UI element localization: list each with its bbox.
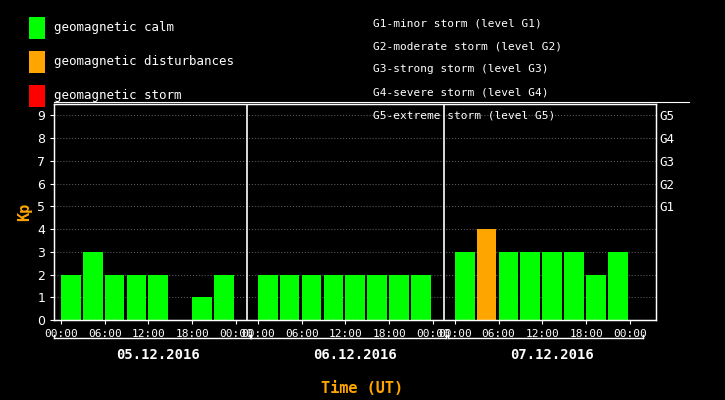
Bar — [389, 274, 409, 320]
Bar — [477, 229, 497, 320]
Text: 05.12.2016: 05.12.2016 — [117, 348, 200, 362]
Bar — [455, 252, 474, 320]
Text: G5-extreme storm (level G5): G5-extreme storm (level G5) — [373, 111, 555, 121]
Bar — [258, 274, 278, 320]
Text: G3-strong storm (level G3): G3-strong storm (level G3) — [373, 64, 549, 74]
Bar — [345, 274, 365, 320]
Bar — [608, 252, 628, 320]
Bar — [61, 274, 80, 320]
Bar — [127, 274, 146, 320]
Bar — [499, 252, 518, 320]
Bar — [302, 274, 321, 320]
Text: 06.12.2016: 06.12.2016 — [313, 348, 397, 362]
Bar — [323, 274, 343, 320]
Bar — [368, 274, 387, 320]
Bar — [564, 252, 584, 320]
Text: geomagnetic calm: geomagnetic calm — [54, 22, 174, 34]
Bar — [411, 274, 431, 320]
Text: geomagnetic storm: geomagnetic storm — [54, 90, 181, 102]
Bar — [542, 252, 562, 320]
Bar — [192, 297, 212, 320]
Bar — [586, 274, 606, 320]
Bar — [280, 274, 299, 320]
Y-axis label: Kp: Kp — [17, 203, 32, 221]
Text: G4-severe storm (level G4): G4-severe storm (level G4) — [373, 88, 549, 98]
Text: 07.12.2016: 07.12.2016 — [510, 348, 594, 362]
Bar — [104, 274, 125, 320]
Bar — [83, 252, 102, 320]
Bar — [521, 252, 540, 320]
Text: Time (UT): Time (UT) — [321, 381, 404, 396]
Bar — [214, 274, 233, 320]
Text: G2-moderate storm (level G2): G2-moderate storm (level G2) — [373, 41, 563, 51]
Text: geomagnetic disturbances: geomagnetic disturbances — [54, 56, 233, 68]
Text: G1-minor storm (level G1): G1-minor storm (level G1) — [373, 18, 542, 28]
Bar — [149, 274, 168, 320]
